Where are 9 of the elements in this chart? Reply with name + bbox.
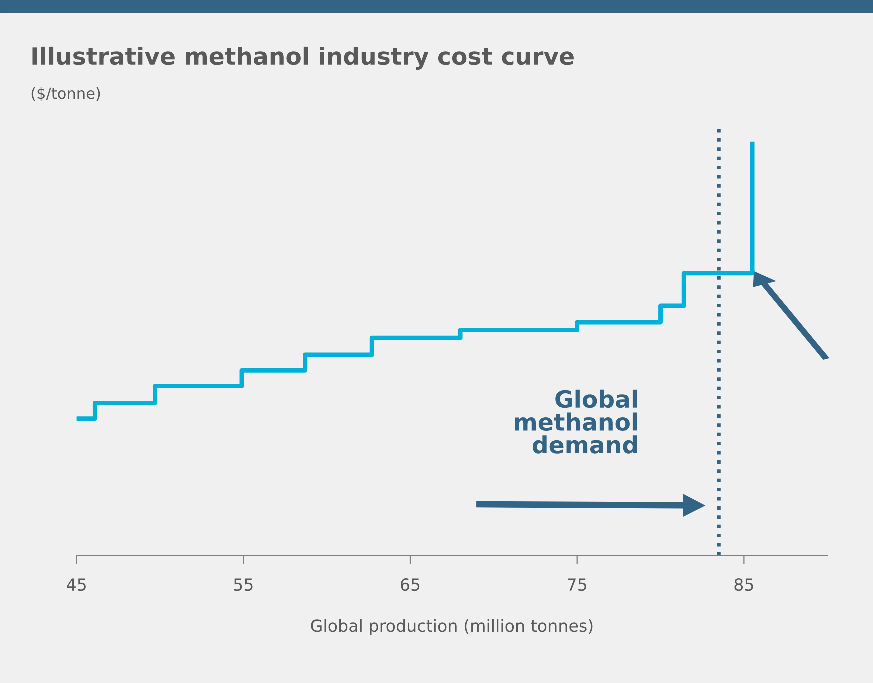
x-axis-title: Global production (million tonnes) [311,619,593,636]
x-tick-label: 45 [67,578,86,592]
x-tick-label: 85 [734,578,754,592]
chart-subtitle: ($/tonne) [32,87,100,102]
x-tick-label: 65 [401,578,420,592]
x-tick-label: 55 [234,578,253,592]
ref-line-label: Global methanol demand [515,390,638,454]
chart-title: Illustrative methanol industry cost curve [32,46,574,70]
x-tick-label: 75 [568,578,586,592]
